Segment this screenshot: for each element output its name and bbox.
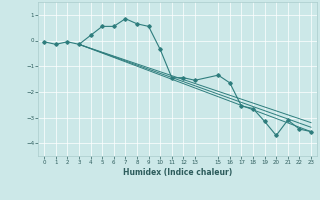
X-axis label: Humidex (Indice chaleur): Humidex (Indice chaleur)	[123, 168, 232, 177]
